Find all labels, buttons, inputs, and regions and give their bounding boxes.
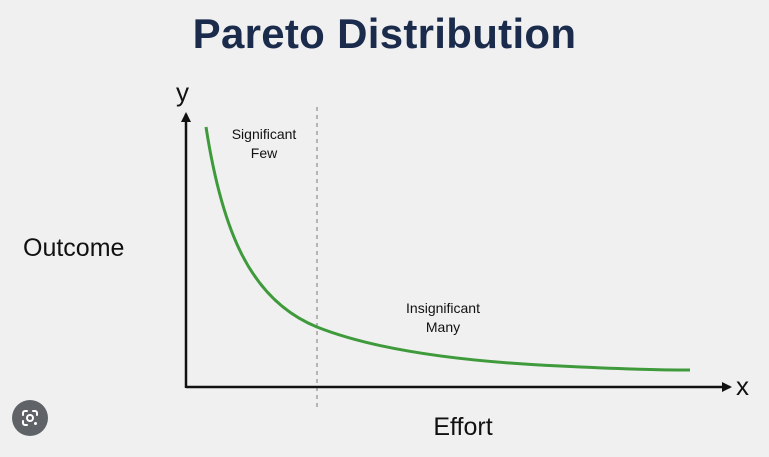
x-axis-label: Effort	[433, 413, 492, 441]
page-title: Pareto Distribution	[192, 10, 577, 57]
y-axis-letter: y	[176, 77, 189, 107]
lens-search-button[interactable]	[12, 400, 48, 436]
x-axis-letter: x	[736, 371, 749, 401]
significant-label-line1: Significant	[232, 126, 297, 142]
significant-label-line2: Few	[251, 145, 278, 161]
pareto-curve	[204, 126, 691, 372]
insignificant-label-line1: Insignificant	[406, 300, 480, 316]
insignificant-label-line2: Many	[426, 319, 460, 335]
google-lens-icon	[22, 410, 38, 426]
y-axis-label: Outcome	[23, 234, 124, 262]
